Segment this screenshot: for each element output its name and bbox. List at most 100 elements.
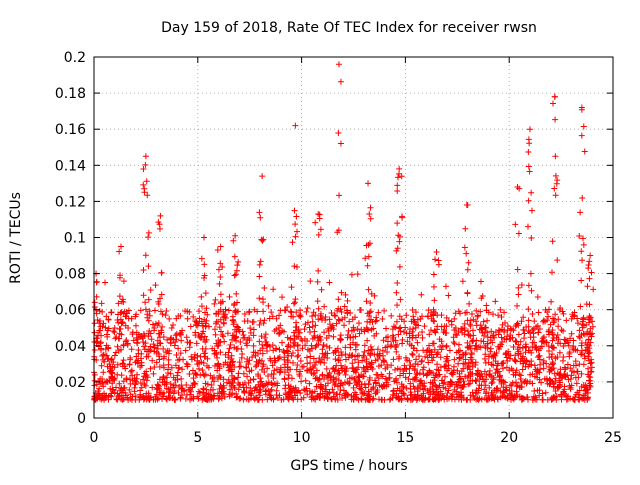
data-point xyxy=(167,394,174,401)
data-point xyxy=(268,309,275,316)
data-point xyxy=(273,366,280,373)
data-point xyxy=(576,387,583,394)
data-point xyxy=(519,366,526,373)
data-point xyxy=(236,328,243,335)
data-point xyxy=(259,396,266,403)
data-point xyxy=(328,310,335,317)
data-point xyxy=(290,313,297,320)
data-point xyxy=(275,330,282,337)
data-point xyxy=(276,329,283,336)
data-point xyxy=(230,302,237,309)
data-point xyxy=(363,324,370,331)
data-point xyxy=(176,331,183,338)
data-point xyxy=(428,315,435,322)
data-point xyxy=(374,389,381,396)
data-point xyxy=(422,353,429,360)
data-point xyxy=(532,366,539,373)
data-point xyxy=(293,334,300,341)
data-point xyxy=(387,343,394,350)
data-point xyxy=(455,341,462,348)
data-point xyxy=(117,316,124,323)
data-point xyxy=(191,354,198,361)
data-point xyxy=(512,357,519,364)
data-point xyxy=(122,392,129,399)
x-tick-label: 20 xyxy=(500,430,518,446)
data-point xyxy=(461,244,468,251)
data-point xyxy=(430,271,437,278)
data-point xyxy=(587,360,594,367)
data-point xyxy=(128,367,135,374)
data-point xyxy=(261,284,268,291)
data-point xyxy=(415,332,422,339)
data-point xyxy=(260,383,267,390)
data-point xyxy=(568,382,575,389)
data-point xyxy=(156,363,163,370)
data-point xyxy=(235,370,242,377)
data-point xyxy=(394,302,401,309)
data-point xyxy=(554,177,561,184)
data-point xyxy=(574,320,581,327)
data-point xyxy=(279,294,286,301)
data-point xyxy=(554,340,561,347)
data-point xyxy=(533,345,540,352)
data-point xyxy=(375,375,382,382)
data-point xyxy=(310,355,317,362)
data-point xyxy=(580,314,587,321)
data-point xyxy=(584,341,591,348)
data-point xyxy=(333,375,340,382)
data-point xyxy=(363,298,370,305)
data-point xyxy=(483,307,490,314)
data-point xyxy=(276,312,283,319)
data-point xyxy=(300,394,307,401)
data-point xyxy=(323,365,330,372)
data-point xyxy=(402,374,409,381)
data-point xyxy=(241,311,248,318)
data-point xyxy=(430,370,437,377)
data-point xyxy=(443,314,450,321)
data-point xyxy=(367,308,374,315)
data-point xyxy=(158,291,165,298)
data-point xyxy=(149,321,156,328)
data-point xyxy=(145,317,152,324)
data-point xyxy=(192,371,199,378)
data-point xyxy=(226,293,233,300)
data-point xyxy=(465,381,472,388)
data-point xyxy=(414,316,421,323)
data-point xyxy=(110,328,117,335)
data-point xyxy=(280,328,287,335)
data-point xyxy=(167,370,174,377)
data-point xyxy=(410,345,417,352)
data-point xyxy=(498,377,505,384)
data-point xyxy=(116,335,123,342)
data-point xyxy=(551,185,558,192)
data-point xyxy=(285,390,292,397)
data-point xyxy=(511,356,518,363)
y-tick-label: 0.02 xyxy=(55,375,86,391)
data-point xyxy=(584,347,591,354)
data-point xyxy=(477,278,484,285)
chart-title: Day 159 of 2018, Rate Of TEC Index for r… xyxy=(161,20,537,36)
data-point xyxy=(570,337,577,344)
data-point xyxy=(235,324,242,331)
data-point xyxy=(149,384,156,391)
data-point xyxy=(133,339,140,346)
data-point xyxy=(214,354,221,361)
data-point xyxy=(225,307,232,314)
data-point xyxy=(335,296,342,303)
data-point xyxy=(216,395,223,402)
data-point xyxy=(578,132,585,139)
data-point xyxy=(293,264,300,271)
data-point xyxy=(287,308,294,315)
data-point xyxy=(342,351,349,358)
data-point xyxy=(196,308,203,315)
data-point xyxy=(406,370,413,377)
data-point xyxy=(141,343,148,350)
data-point xyxy=(358,371,365,378)
data-point xyxy=(335,377,342,384)
data-point xyxy=(203,305,210,312)
data-point xyxy=(392,344,399,351)
data-point xyxy=(353,366,360,373)
data-point xyxy=(132,359,139,366)
data-point xyxy=(259,296,266,303)
data-point xyxy=(257,378,264,385)
